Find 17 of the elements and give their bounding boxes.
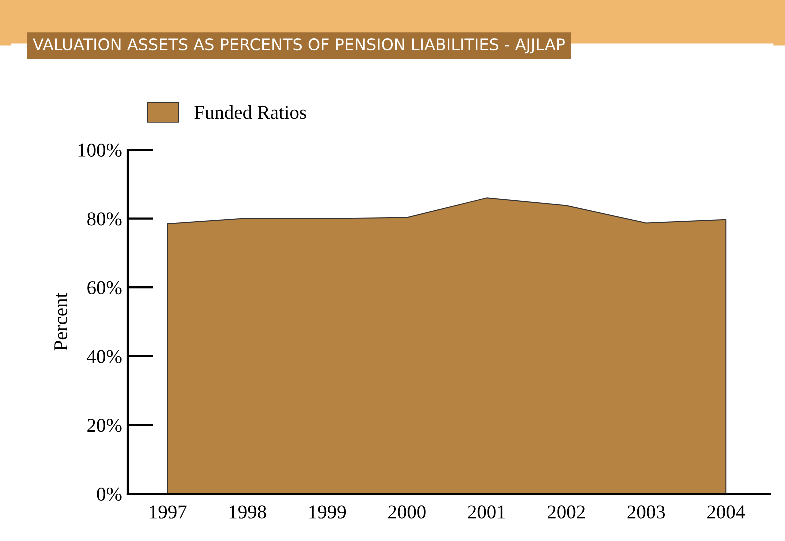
legend-label: Funded Ratios xyxy=(194,106,306,120)
x-tick-label: 2000 xyxy=(388,506,426,519)
x-tick-label: 1998 xyxy=(230,506,266,519)
y-tick-label: 40% xyxy=(87,350,122,364)
y-tick-label: 80% xyxy=(88,212,122,226)
x-tick-label: 2002 xyxy=(548,506,586,519)
x-tick-label: 2001 xyxy=(468,506,506,519)
y-tick-label: 60% xyxy=(88,281,122,295)
y-tick-label: 100% xyxy=(78,144,122,157)
chart-title: VALUATION ASSETS AS PERCENTS OF PENSION LIABILITIES - AJJLAP xyxy=(33,38,565,54)
x-tick-label: 2003 xyxy=(628,506,666,519)
x-tick-label: 1999 xyxy=(310,506,346,519)
y-tick-label: 0% xyxy=(97,488,122,501)
y-tick-label: 20% xyxy=(88,419,122,432)
y-axis-title: Percent xyxy=(54,292,68,351)
x-tick-label: 1997 xyxy=(150,506,187,519)
x-tick-label: 2004 xyxy=(708,506,746,519)
